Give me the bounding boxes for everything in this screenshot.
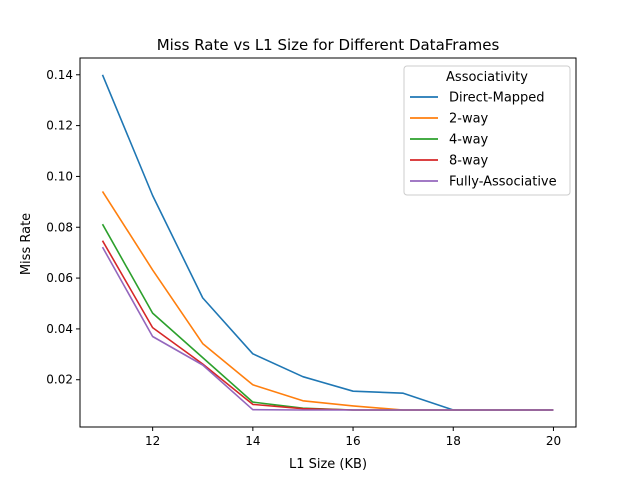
legend-label-2-way: 2-way bbox=[449, 112, 489, 127]
legend-box bbox=[403, 65, 571, 196]
legend-items: Direct-Mapped 2-way 4-way 8-way Fully-Associ… bbox=[410, 91, 557, 190]
x-tick-label: 12 bbox=[145, 434, 160, 448]
x-tick-label: 20 bbox=[546, 434, 561, 448]
x-axis-label: L1 Size (KB) bbox=[289, 457, 367, 472]
y-tick-label: 0.14 bbox=[46, 68, 73, 82]
legend-label-direct-mapped: Direct-Mapped bbox=[449, 91, 545, 106]
y-tick-label: 0.06 bbox=[46, 271, 73, 285]
y-axis-label: Miss Rate bbox=[19, 213, 34, 275]
x-axis: 12 14 16 18 20 bbox=[145, 427, 561, 448]
plot-area bbox=[79, 57, 577, 428]
y-tick-label: 0.08 bbox=[46, 220, 73, 234]
y-tick-label: 0.10 bbox=[46, 169, 73, 183]
y-axis: 0.02 0.04 0.06 0.08 0.10 0.12 0.14 bbox=[46, 68, 80, 387]
series-line-fully-associative bbox=[101, 246, 554, 411]
plot-frame bbox=[79, 57, 577, 428]
chart-title: Miss Rate vs L1 Size for Different DataF… bbox=[157, 36, 500, 54]
series-lines bbox=[101, 74, 554, 411]
x-tick-label: 16 bbox=[345, 434, 360, 448]
legend-label-4-way: 4-way bbox=[449, 133, 489, 148]
legend: Associativity Direct-Mapped 2-way 4-way 8-w… bbox=[403, 65, 571, 196]
y-tick-label: 0.04 bbox=[46, 322, 73, 336]
x-tick-label: 14 bbox=[245, 434, 260, 448]
legend-label-8-way: 8-way bbox=[449, 154, 489, 169]
y-tick-label: 0.02 bbox=[46, 373, 73, 387]
y-tick-label: 0.12 bbox=[46, 119, 73, 133]
legend-label-fully-associative: Fully-Associative bbox=[449, 175, 557, 190]
legend-title: Associativity bbox=[446, 70, 528, 85]
x-tick-label: 18 bbox=[446, 434, 461, 448]
